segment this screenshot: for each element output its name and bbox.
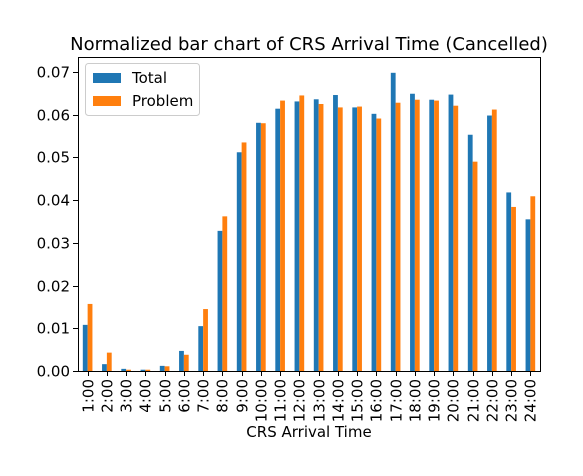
bar-total-9-00 — [236, 152, 242, 371]
legend: Total Problem — [85, 63, 200, 116]
x-tick-label: 22:00 — [484, 379, 502, 422]
bar-total-20-00 — [448, 94, 454, 371]
bar-total-4-00 — [140, 369, 146, 371]
bar-problem-17-00 — [395, 102, 401, 372]
x-tick-label: 13:00 — [311, 379, 329, 422]
x-tick-label: 6:00 — [176, 379, 194, 413]
bar-total-21-00 — [467, 134, 473, 371]
x-tick-label: 21:00 — [465, 379, 483, 422]
bar-total-11-00 — [275, 108, 281, 371]
x-tick-label: 23:00 — [503, 379, 521, 422]
x-tick-label: 18:00 — [407, 379, 425, 422]
bar-total-8-00 — [217, 230, 223, 371]
bar-problem-18-00 — [414, 99, 420, 371]
x-tick-label: 10:00 — [253, 379, 271, 422]
bar-total-3-00 — [121, 368, 127, 371]
bar-total-15-00 — [352, 107, 358, 371]
x-tick-label: 3:00 — [118, 379, 136, 413]
x-axis-label: CRS Arrival Time — [246, 423, 371, 441]
bar-problem-3-00 — [126, 369, 131, 371]
bar-problem-1-00 — [87, 303, 93, 371]
bar-total-10-00 — [256, 122, 261, 371]
bar-problem-9-00 — [241, 142, 247, 371]
bars-group — [82, 72, 536, 372]
bar-problem-24-00 — [530, 196, 536, 371]
bar-problem-10-00 — [260, 123, 266, 371]
bar-problem-19-00 — [434, 100, 439, 371]
bar-total-7-00 — [198, 326, 204, 371]
x-tick-label: 9:00 — [234, 379, 252, 413]
x-tick-label: 1:00 — [80, 379, 98, 413]
bar-problem-23-00 — [511, 206, 516, 371]
bar-problem-2-00 — [106, 352, 112, 371]
x-tick-label: 19:00 — [426, 379, 444, 422]
bar-total-19-00 — [429, 99, 435, 371]
bar-problem-13-00 — [318, 103, 324, 372]
x-tick-label: 20:00 — [445, 379, 463, 422]
x-tick-label: 7:00 — [195, 379, 213, 413]
chart-title: Normalized bar chart of CRS Arrival Time… — [70, 34, 548, 55]
x-tick-label: 4:00 — [137, 379, 155, 413]
y-tick-label: 0.03 — [37, 235, 70, 253]
x-tick-label: 16:00 — [368, 379, 386, 422]
bar-problem-8-00 — [222, 216, 228, 371]
legend-swatch-problem — [93, 96, 121, 106]
bar-total-22-00 — [487, 115, 492, 371]
bar-total-24-00 — [525, 219, 531, 371]
y-tick-label: 0.00 — [37, 363, 70, 381]
bar-total-17-00 — [390, 72, 396, 371]
bar-problem-7-00 — [203, 309, 208, 371]
bar-problem-20-00 — [453, 105, 459, 371]
y-tick-label: 0.02 — [37, 278, 70, 296]
bar-total-16-00 — [371, 113, 377, 371]
bar-total-6-00 — [179, 350, 184, 371]
y-axis: 0.00 0.01 0.02 0.03 0.04 0.05 0.06 0.07 — [37, 64, 78, 381]
y-tick-label: 0.06 — [37, 107, 70, 125]
plot-frame — [78, 57, 541, 372]
legend-label-problem: Problem — [132, 92, 193, 110]
bar-problem-6-00 — [183, 354, 189, 371]
bar-total-23-00 — [506, 192, 512, 371]
bar-problem-14-00 — [337, 107, 343, 371]
x-axis: 1:00 2:00 3:00 4:00 5:00 6:00 7:00 8:00 9:00 10:0… — [80, 371, 540, 422]
x-tick-label: 5:00 — [157, 379, 175, 413]
y-tick-label: 0.01 — [37, 320, 70, 338]
bar-total-1-00 — [82, 324, 88, 371]
legend-swatch-total — [93, 73, 121, 83]
x-tick-label: 11:00 — [272, 379, 290, 422]
bar-total-18-00 — [410, 93, 415, 372]
bar-problem-11-00 — [280, 100, 285, 371]
bar-problem-16-00 — [376, 118, 382, 372]
legend-label-total: Total — [131, 69, 167, 87]
bar-problem-21-00 — [472, 161, 478, 371]
bar-problem-12-00 — [299, 95, 305, 371]
x-tick-label: 15:00 — [349, 379, 367, 422]
bar-problem-5-00 — [164, 366, 170, 371]
y-tick-label: 0.05 — [37, 149, 70, 167]
y-tick-label: 0.07 — [37, 64, 70, 82]
bar-total-12-00 — [294, 101, 300, 372]
bar-problem-4-00 — [145, 369, 151, 371]
bar-problem-22-00 — [491, 109, 497, 372]
x-tick-label: 12:00 — [291, 379, 309, 422]
bar-total-14-00 — [333, 95, 338, 372]
y-tick-label: 0.04 — [37, 192, 70, 210]
x-tick-label: 2:00 — [99, 379, 117, 413]
bar-problem-15-00 — [357, 106, 362, 371]
x-tick-label: 8:00 — [214, 379, 232, 413]
bar-total-13-00 — [313, 99, 319, 371]
bar-total-2-00 — [102, 364, 107, 371]
x-tick-label: 17:00 — [388, 379, 406, 422]
x-tick-label: 14:00 — [330, 379, 348, 422]
x-tick-label: 24:00 — [522, 379, 540, 422]
bar-total-5-00 — [159, 365, 165, 371]
